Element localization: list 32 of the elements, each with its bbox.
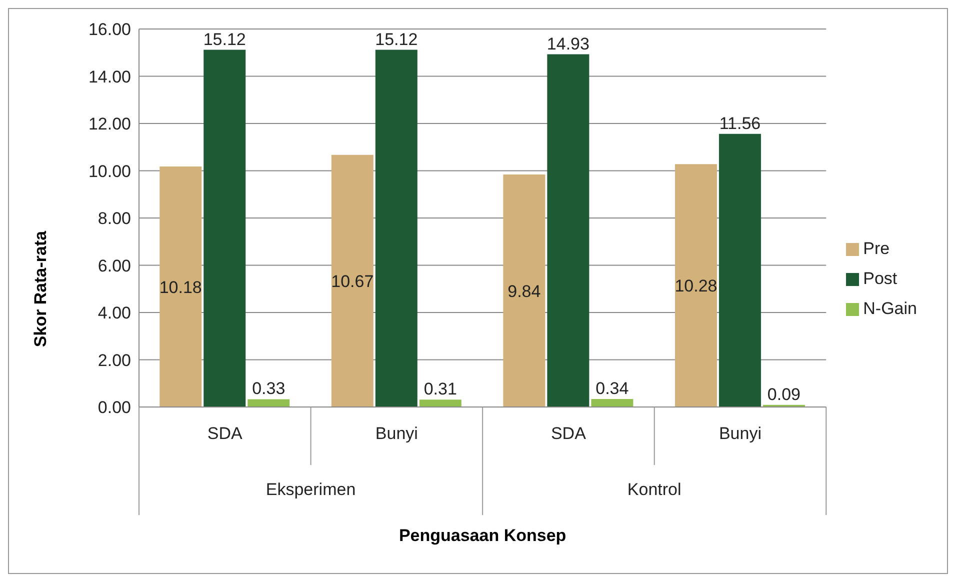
x-tick-label: Bunyi [718,424,762,443]
text: Eksperimen [266,480,356,499]
x-tick-label: SDA [207,424,244,443]
y-tick-label: 6.00 [98,256,131,276]
data-label: 9.84 [508,282,541,301]
data-label: 15.12 [203,30,246,49]
data-label: 10.28 [674,276,718,296]
x-tick-label: Bunyi [375,424,418,443]
data-label: 0.34 [596,378,629,398]
y-tick-label: 12.00 [88,114,131,134]
text: Kontrol [627,480,682,499]
data-label: 0.09 [767,384,801,404]
y-tick-label: 4.00 [98,304,131,323]
data-label: 11.56 [719,114,761,133]
data-label: 10.18 [159,278,202,297]
y-tick-label: 14.00 [88,67,131,86]
y-tick-label: 0.00 [98,398,131,418]
y-axis-title: Skor Rata-rata [31,230,51,348]
y-tick-label: 8.00 [98,209,131,228]
legend-label: Post [863,269,898,288]
y-tick-label: 2.00 [98,350,131,370]
legend-label: N-Gain [863,299,917,318]
data-label: 0.33 [252,379,286,398]
data-label: 15.12 [375,30,418,49]
data-label: 0.31 [424,380,457,399]
y-tick-label: 16.00 [88,20,131,40]
data-label: 10.67 [331,272,374,291]
data-label: 14.93 [546,34,590,54]
y-tick-label: 10.00 [88,162,131,181]
x-tick-label: SDA [550,424,587,443]
x-axis-title: Penguasaan Konsep [398,526,566,545]
legend-label: Pre [863,239,890,258]
